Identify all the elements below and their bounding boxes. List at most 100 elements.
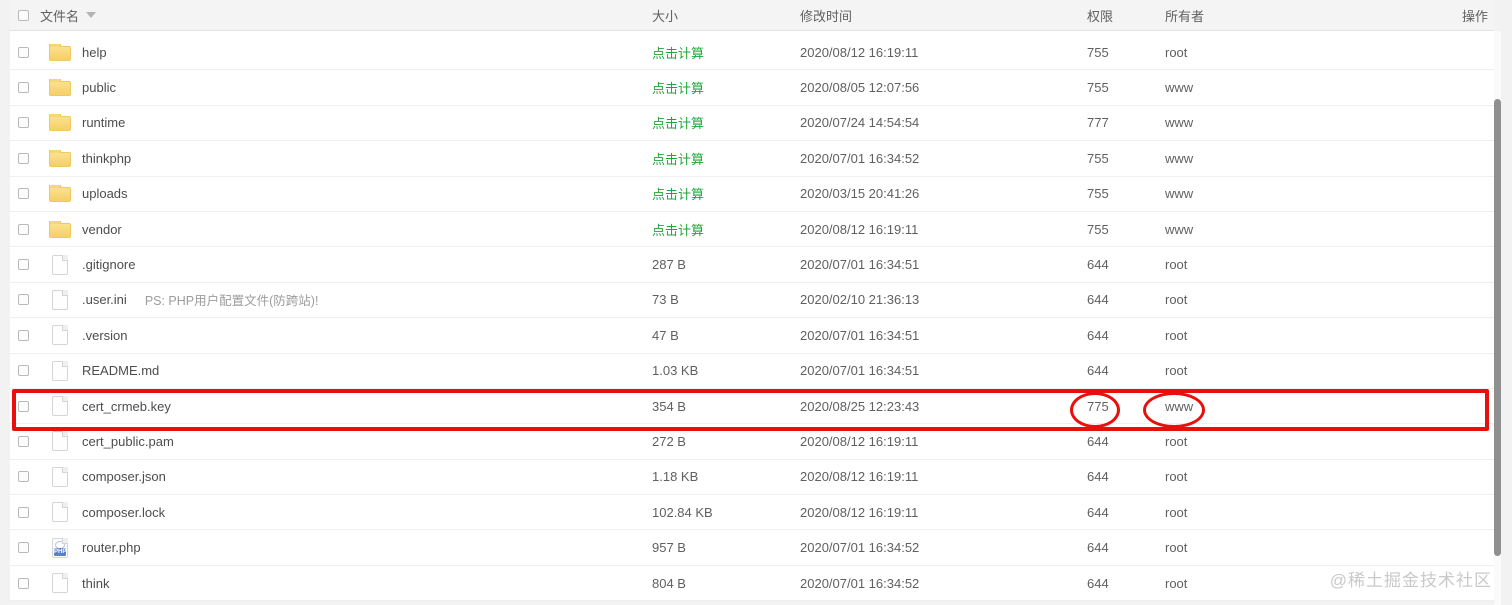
row-checkbox[interactable] (18, 506, 29, 518)
row-checkbox[interactable] (18, 188, 29, 200)
size-calc-link[interactable]: 点击计算 (652, 222, 705, 238)
column-header-perm: 权限 (1087, 8, 1114, 24)
size-calc-link[interactable]: 点击计算 (652, 45, 705, 61)
file-name[interactable]: vendor (82, 221, 122, 237)
file-name[interactable]: cert_public.pam (82, 433, 174, 449)
row-checkbox[interactable] (18, 471, 29, 483)
table-row: .version 47 B 2020/07/01 16:34:51 644 ro… (10, 318, 1494, 354)
file-type-icon-slot (48, 220, 72, 238)
file-owner: root (1165, 504, 1188, 520)
size-calc-link[interactable]: 点击计算 (652, 116, 705, 132)
file-type-icon-slot (48, 185, 72, 203)
row-check-cell (10, 259, 40, 271)
file-note: PS: PHP用户配置文件(防跨站)! (144, 294, 319, 309)
column-header-owner: 所有者 (1165, 8, 1205, 24)
file-perm: 775 (1087, 398, 1109, 414)
row-check-cell (10, 223, 40, 235)
table-row: composer.json 1.18 KB 2020/08/12 16:19:1… (10, 459, 1494, 496)
file-mtime: 2020/07/01 16:34:52 (800, 150, 920, 166)
file-name[interactable]: uploads (82, 186, 128, 202)
row-check-cell (10, 365, 40, 377)
row-checkbox[interactable] (18, 365, 29, 377)
file-perm: 644 (1087, 540, 1109, 556)
file-name[interactable]: router.php (82, 540, 141, 556)
file-owner: root (1165, 540, 1188, 556)
size-calc-link[interactable]: 点击计算 (652, 187, 705, 203)
row-checkbox[interactable] (18, 577, 29, 589)
file-name[interactable]: think (82, 575, 110, 591)
select-all-checkbox[interactable] (18, 9, 29, 21)
row-checkbox[interactable] (18, 435, 29, 447)
scrollbar-thumb[interactable] (1494, 99, 1501, 556)
size-calc-link[interactable]: 点击计算 (652, 151, 705, 167)
file-type-icon-slot (48, 466, 72, 487)
file-type-icon-slot (48, 360, 72, 381)
file-type-icon-slot (48, 79, 72, 97)
table-row: think 804 B 2020/07/01 16:34:52 644 root (10, 565, 1494, 602)
file-mtime: 2020/08/12 16:19:11 (800, 469, 919, 485)
file-size: 1.18 KB (652, 469, 699, 485)
row-name-cell: .user.ini PS: PHP用户配置文件(防跨站)! (40, 289, 644, 310)
file-table: 文件名 大小 修改时间 权限 所有者 操作 help 点击计算 2020/08/… (10, 0, 1494, 602)
row-name-cell: think (40, 573, 644, 594)
file-name[interactable]: README.md (82, 363, 160, 379)
scrollbar-track[interactable] (1494, 31, 1501, 605)
file-perm: 644 (1087, 504, 1109, 520)
row-check-cell (10, 400, 40, 412)
file-mtime: 2020/02/10 21:36:13 (800, 292, 920, 308)
row-checkbox[interactable] (18, 223, 29, 235)
row-checkbox[interactable] (18, 542, 29, 554)
file-name[interactable]: .user.ini (82, 292, 127, 308)
file-name[interactable]: cert_crmeb.key (82, 398, 171, 414)
file-type-icon-slot (48, 573, 72, 594)
file-name[interactable]: thinkphp (82, 150, 132, 166)
file-name[interactable]: .version (82, 327, 128, 343)
file-mtime: 2020/08/12 16:19:11 (800, 504, 919, 520)
file-size: 272 B (652, 433, 686, 449)
file-name[interactable]: .gitignore (82, 257, 136, 273)
file-perm: 644 (1087, 469, 1109, 485)
column-header-size: 大小 (652, 8, 679, 24)
file-type-icon-slot (48, 254, 72, 275)
row-checkbox[interactable] (18, 259, 29, 271)
file-mtime: 2020/08/12 16:19:11 (800, 44, 919, 60)
file-mtime: 2020/07/01 16:34:51 (800, 257, 920, 273)
row-checkbox[interactable] (18, 46, 29, 58)
size-calc-link[interactable]: 点击计算 (652, 81, 705, 97)
row-name-cell: .version (40, 325, 644, 346)
file-mtime: 2020/08/12 16:19:11 (800, 221, 919, 237)
file-type-icon-slot: PHP (48, 537, 72, 558)
row-check-cell (10, 117, 40, 129)
file-size: 957 B (652, 540, 686, 556)
file-icon (52, 325, 68, 346)
file-name[interactable]: composer.lock (82, 504, 166, 520)
table-row: composer.lock 102.84 KB 2020/08/12 16:19… (10, 495, 1494, 531)
row-name-cell: public (40, 79, 644, 97)
file-size: 287 B (652, 257, 686, 273)
row-check-cell (10, 152, 40, 164)
file-mtime: 2020/07/24 14:54:54 (800, 115, 920, 131)
column-header-action: 操作 (1461, 8, 1488, 24)
row-name-cell: thinkphp (40, 149, 644, 167)
file-type-icon-slot (48, 43, 72, 61)
row-name-cell: composer.json (40, 466, 644, 487)
column-header-filename[interactable]: 文件名 (40, 6, 644, 25)
row-checkbox[interactable] (18, 400, 29, 412)
row-checkbox[interactable] (18, 329, 29, 341)
file-perm: 755 (1087, 221, 1109, 237)
file-name[interactable]: composer.json (82, 469, 166, 485)
file-size: 73 B (652, 292, 679, 308)
row-checkbox[interactable] (18, 117, 29, 129)
table-row: README.md 1.03 KB 2020/07/01 16:34:51 64… (10, 353, 1494, 389)
row-name-cell: README.md (40, 360, 644, 381)
row-checkbox[interactable] (18, 294, 29, 306)
row-check-cell (10, 435, 40, 447)
table-row: public 点击计算 2020/08/05 12:07:56 755 www (10, 70, 1494, 106)
file-perm: 644 (1087, 433, 1109, 449)
row-checkbox[interactable] (18, 152, 29, 164)
file-name[interactable]: public (82, 80, 116, 96)
row-checkbox[interactable] (18, 82, 29, 94)
file-name[interactable]: runtime (82, 115, 126, 131)
file-perm: 644 (1087, 292, 1109, 308)
file-name[interactable]: help (82, 44, 107, 60)
